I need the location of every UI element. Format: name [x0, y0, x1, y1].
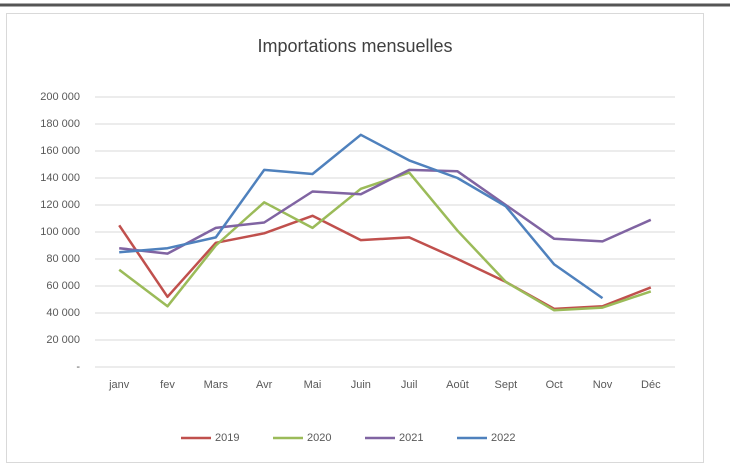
- x-tick-label: Avr: [256, 379, 273, 391]
- y-tick-label: 100 000: [40, 226, 80, 238]
- y-tick-label: 160 000: [40, 145, 80, 157]
- x-tick-label: janv: [108, 379, 130, 391]
- legend-label: 2021: [399, 432, 423, 444]
- y-tick-label: 180 000: [40, 118, 80, 130]
- x-tick-label: Oct: [546, 379, 563, 391]
- y-tick-label: 60 000: [46, 280, 80, 292]
- series-line: [118, 214, 652, 311]
- x-tick-label: Mars: [204, 379, 229, 391]
- legend-label: 2022: [491, 432, 515, 444]
- x-tick-label: Mai: [304, 379, 322, 391]
- legend-label: 2020: [307, 432, 331, 444]
- y-tick-label: -: [76, 361, 80, 373]
- chart-title: Importations mensuelles: [257, 36, 452, 56]
- legend-label: 2019: [215, 432, 239, 444]
- y-tick-label: 40 000: [46, 307, 80, 319]
- x-tick-label: Nov: [593, 379, 613, 391]
- x-tick-label: Juin: [351, 379, 371, 391]
- x-tick-label: Déc: [641, 379, 661, 391]
- x-tick-label: Août: [446, 379, 469, 391]
- y-tick-label: 200 000: [40, 91, 80, 103]
- x-tick-label: Sept: [495, 379, 518, 391]
- y-tick-label: 140 000: [40, 172, 80, 184]
- series-line: [119, 133, 604, 300]
- x-tick-label: Juil: [401, 379, 418, 391]
- y-tick-label: 120 000: [40, 199, 80, 211]
- y-tick-label: 20 000: [46, 334, 80, 346]
- x-tick-label: fev: [160, 379, 175, 391]
- y-tick-label: 80 000: [46, 253, 80, 265]
- series-line: [119, 168, 652, 255]
